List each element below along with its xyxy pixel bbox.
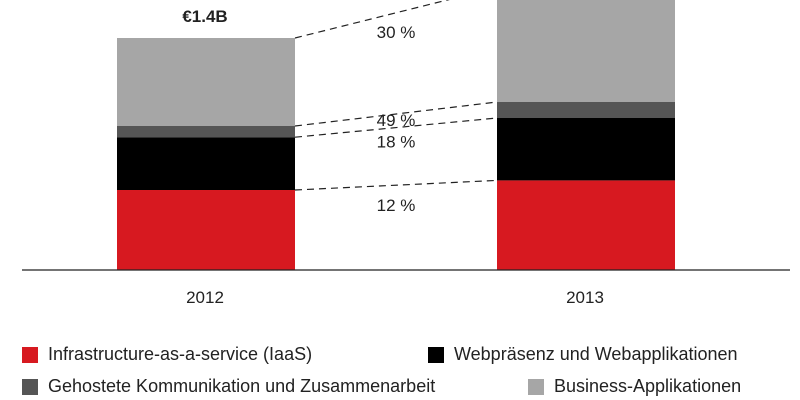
legend-swatch-iaas: [22, 346, 38, 363]
legend-swatch-web: [428, 346, 444, 363]
labels-group: €1.4B 2012 2013: [182, 7, 604, 307]
bar-2013-iaas: [497, 180, 675, 270]
x-tick-label-2013: 2013: [566, 288, 604, 307]
stacked-bar-chart: €1.4B 2012 2013 30 % 49 % 18 % 12 %: [22, 0, 790, 307]
bar-2012-hosted: [117, 126, 295, 138]
legend-item-web: Webpräsenz und Webapplikationen: [428, 344, 738, 365]
total-label-2012: €1.4B: [182, 7, 227, 26]
legend-label-business: Business-Applikationen: [554, 376, 742, 396]
growth-label-web: 18 %: [377, 133, 416, 152]
bars-group: [117, 0, 675, 270]
legend-item-business: Business-Applikationen: [528, 376, 741, 397]
connector-hosted: [294, 101, 498, 127]
legend-label-hosted: Gehostete Kommunikation und Zusammenarbe…: [48, 376, 436, 396]
legend-swatch-hosted: [22, 378, 38, 395]
bar-2013-business: [497, 0, 675, 103]
x-tick-label-2012: 2012: [186, 288, 224, 307]
bar-2012-business: [117, 38, 295, 126]
bar-2012-iaas: [117, 190, 295, 270]
bar-2012-web: [117, 137, 295, 190]
growth-label-iaas: 12 %: [377, 196, 416, 215]
growth-label-hosted: 49 %: [377, 111, 416, 130]
connector-web: [294, 117, 498, 138]
growth-labels-group: 30 % 49 % 18 % 12 %: [377, 23, 416, 215]
legend-item-hosted: Gehostete Kommunikation und Zusammenarbe…: [22, 376, 435, 397]
growth-label-business: 30 %: [377, 23, 416, 42]
legend-item-iaas: Infrastructure-as-a-service (IaaS): [22, 344, 312, 365]
connectors-group: [294, 0, 498, 191]
bar-2013-web: [497, 118, 675, 181]
bar-2013-hosted: [497, 102, 675, 118]
connector-iaas: [294, 179, 498, 191]
legend-label-iaas: Infrastructure-as-a-service (IaaS): [48, 344, 313, 364]
legend-label-web: Webpräsenz und Webapplikationen: [454, 344, 738, 364]
legend: Infrastructure-as-a-service (IaaS) Webpr…: [0, 340, 800, 400]
legend-swatch-business: [528, 378, 544, 395]
